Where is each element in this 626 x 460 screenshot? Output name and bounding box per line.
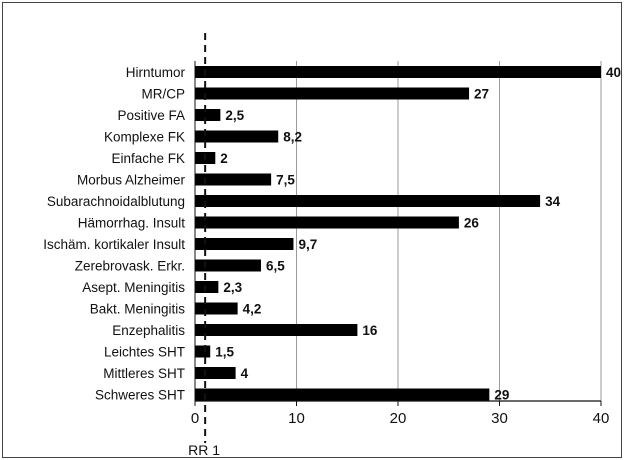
value-label: 1,5 [215, 345, 234, 360]
category-label: Enzephalitis [112, 323, 185, 338]
value-label: 26 [464, 216, 480, 231]
x-tick-label: 10 [288, 410, 305, 427]
category-label: MR/CP [142, 87, 186, 102]
x-tick-label: 20 [390, 410, 407, 427]
bar-9 [195, 259, 261, 272]
value-label: 8,2 [283, 130, 302, 145]
value-label: 2 [220, 151, 228, 166]
bar-3 [195, 130, 279, 143]
value-label: 2,5 [225, 108, 244, 123]
value-label: 29 [494, 388, 509, 403]
category-label: Einfache FK [111, 151, 185, 166]
bar-0 [195, 66, 601, 78]
x-tick-label: 0 [191, 410, 199, 427]
category-label: Bakt. Meningitis [90, 302, 186, 317]
bar-10 [195, 281, 219, 293]
category-label: Subarachnoidalblutung [47, 194, 185, 209]
value-label: 2,3 [223, 280, 242, 295]
category-label: Mittleres SHT [103, 366, 185, 381]
bar-5 [195, 173, 272, 186]
value-label: 34 [545, 194, 561, 209]
category-label: Zerebrovask. Erkr. [75, 259, 185, 274]
bar-7 [195, 216, 459, 229]
reference-line-group: RR 1 [188, 33, 220, 458]
value-label: 16 [362, 323, 378, 338]
category-label: Asept. Meningitis [82, 280, 185, 295]
bar-12 [195, 324, 358, 336]
bar-8 [195, 238, 294, 250]
reference-line-label: RR 1 [188, 442, 220, 458]
category-labels: Hirntumor MR/CP Positive FA Komplexe FK Einf… [43, 65, 185, 403]
bar-2 [195, 109, 221, 121]
bar-1 [195, 87, 470, 100]
value-label: 9,7 [298, 237, 317, 252]
category-label: Positive FA [117, 108, 185, 123]
value-label: 7,5 [276, 173, 295, 188]
category-label: Schweres SHT [95, 388, 185, 403]
bars [195, 66, 601, 401]
value-label: 27 [474, 87, 489, 102]
bar-chart: Hirntumor MR/CP Positive FA Komplexe FK Einf… [43, 33, 621, 458]
x-axis: 0 10 20 30 40 [191, 61, 610, 427]
x-tick-label: 30 [491, 410, 508, 427]
category-label: Morbus Alzheimer [77, 173, 186, 188]
value-label: 40 [606, 65, 621, 80]
value-label: 4 [241, 366, 249, 381]
category-label: Hämorrhag. Insult [78, 216, 186, 231]
value-labels: 40 27 2,5 8,2 2 7,5 34 26 9,7 6,5 2,34,2 16 1,5 4 29 [215, 65, 621, 403]
value-label: 4,2 [243, 302, 262, 317]
bar-14 [195, 367, 236, 379]
category-label: Komplexe FK [104, 130, 185, 145]
category-label: Leichtes SHT [104, 345, 185, 360]
bar-11 [195, 302, 238, 315]
value-label: 6,5 [266, 259, 285, 274]
category-label: Ischäm. kortikaler Insult [43, 237, 185, 252]
x-tick-label: 40 [593, 410, 610, 427]
bar-13 [195, 345, 211, 358]
grid-lines [296, 61, 602, 401]
bar-6 [195, 195, 541, 207]
bar-15 [195, 388, 490, 401]
category-label: Hirntumor [126, 65, 186, 80]
